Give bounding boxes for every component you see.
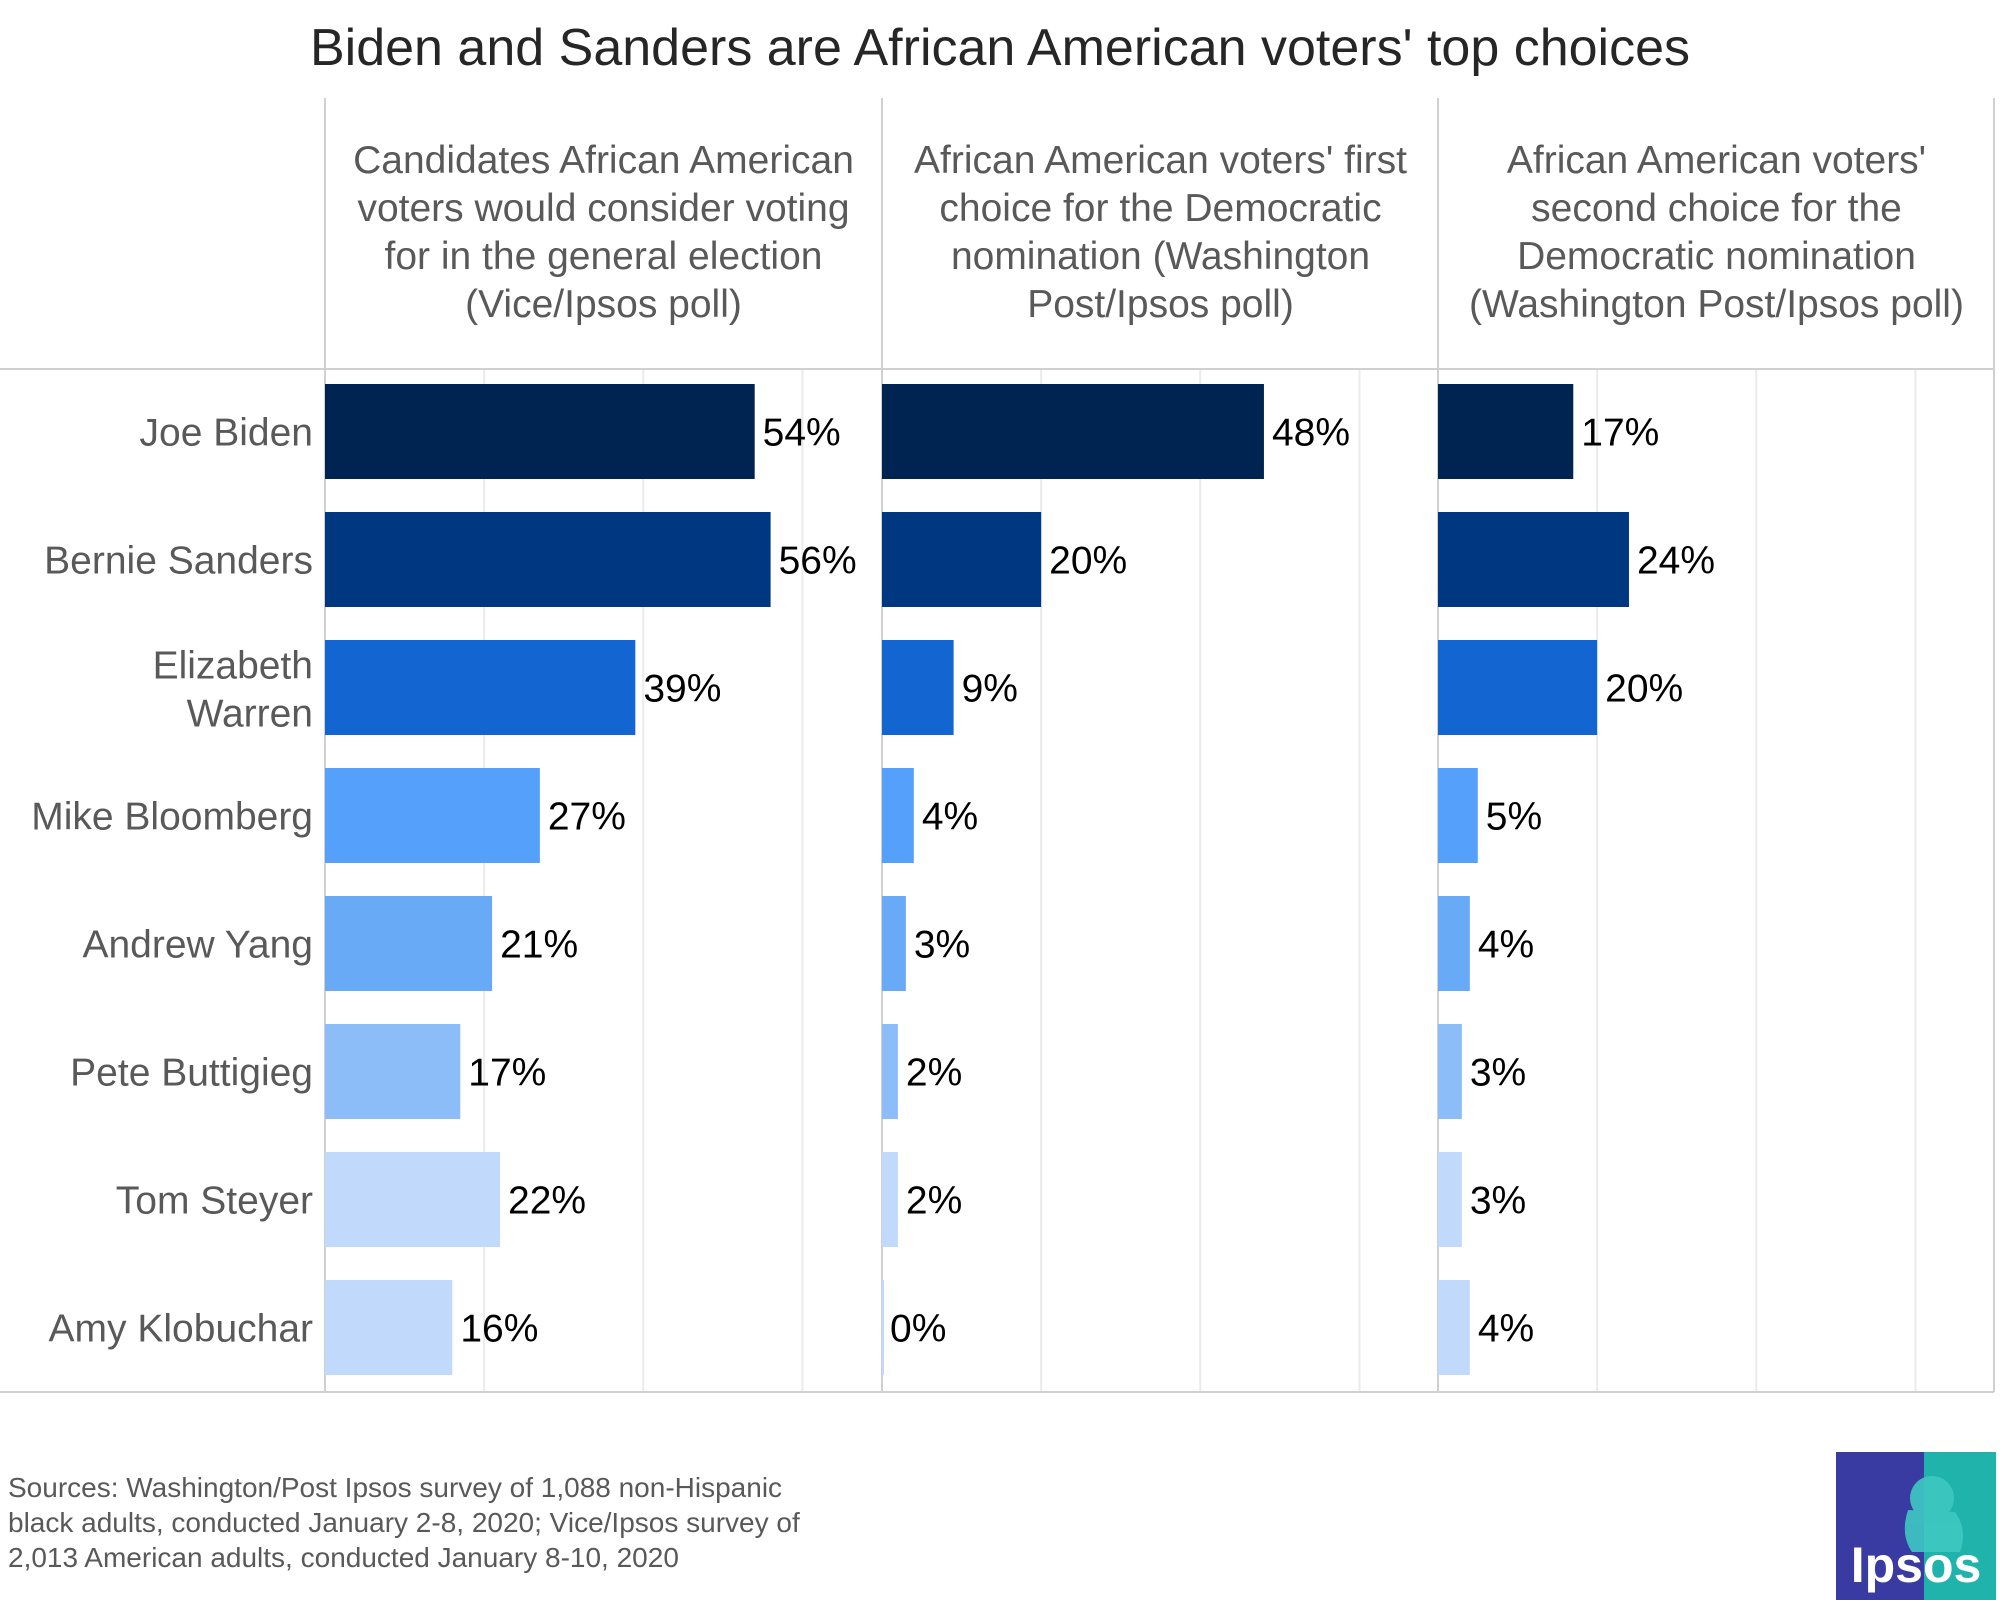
value-label: 3% [914,924,970,967]
panel-title-line: Democratic nomination [1517,235,1916,278]
panel-title-line: Candidates African American [353,139,854,182]
bar [325,896,493,991]
chart-title: Biden and Sanders are African American v… [310,19,1690,77]
panel-title-line: Post/Ipsos poll) [1027,283,1294,326]
source-line: 2,013 American adults, conducted January… [8,1542,679,1573]
category-label: Amy Klobuchar [49,1308,313,1351]
panel-title-line: voters would consider voting [357,187,849,230]
bar [325,1152,501,1247]
panel-title-line: for in the general election [385,235,823,278]
bar [882,384,1264,479]
category-label: Joe Biden [140,412,313,455]
bar [882,1024,898,1119]
value-label: 17% [468,1052,546,1095]
bar [1438,640,1598,735]
bar [882,640,954,735]
value-label: 20% [1605,668,1683,711]
bar [325,512,771,607]
bar [882,896,906,991]
panel-title-line: African American voters' first [914,139,1407,182]
bar [325,1280,453,1375]
bar [1438,896,1470,991]
bar [325,768,540,863]
source-line: Sources: Washington/Post Ipsos survey of… [8,1472,782,1503]
bar [882,1152,898,1247]
category-label: Elizabeth Warren [153,645,313,736]
category-label: Tom Steyer [116,1180,313,1223]
bars [325,384,1629,1375]
value-label: 39% [643,668,721,711]
value-label: 22% [508,1180,586,1223]
panel-title-line: second choice for the [1531,187,1902,230]
value-label: 27% [548,796,626,839]
panel-title-line: (Vice/Ipsos poll) [465,283,742,326]
bar [1438,512,1629,607]
panel-title-line: nomination (Washington [951,235,1370,278]
value-label: 5% [1486,796,1542,839]
value-label: 0% [890,1308,946,1351]
bar [882,512,1042,607]
value-label: 3% [1470,1052,1526,1095]
value-label: 56% [779,540,857,583]
logo-head-silhouette-icon [1904,1476,1964,1552]
bar [1438,1280,1470,1375]
category-label: Mike Bloomberg [31,796,313,839]
value-label: 20% [1049,540,1127,583]
logo-text: Ipsos [1851,1537,1982,1593]
bar [325,1024,461,1119]
bar [882,1280,884,1375]
value-label: 4% [1478,1308,1534,1351]
ipsos-logo: Ipsos [1836,1452,1996,1600]
bar [1438,1152,1462,1247]
value-label: 4% [1478,924,1534,967]
panel-title-line: (Washington Post/Ipsos poll) [1469,283,1964,326]
value-label: 21% [500,924,578,967]
grid-layer [0,98,1995,1393]
value-label: 17% [1581,412,1659,455]
value-label: 16% [460,1308,538,1351]
value-labels: 54% 56% 39% 27% 21% 17% 22% 16% 48% 20% 9% 4% 3% 2% 2%… [460,412,1715,1351]
source-note: Sources: Washington/Post Ipsos survey of… [8,1472,800,1573]
value-label: 4% [922,796,978,839]
value-label: 9% [962,668,1018,711]
bar [325,640,636,735]
source-line: black adults, conducted January 2-8, 202… [8,1507,800,1538]
value-label: 3% [1470,1180,1526,1223]
category-label: Pete Buttigieg [70,1052,313,1095]
bar [1438,1024,1462,1119]
value-label: 48% [1272,412,1350,455]
bar [1438,768,1478,863]
category-labels: Joe Biden Bernie Sanders Elizabeth Warren Mi… [31,412,313,1351]
category-label: Andrew Yang [82,924,313,967]
value-label: 54% [763,412,841,455]
value-label: 2% [906,1180,962,1223]
category-label: Bernie Sanders [44,540,313,583]
panel-title-line: African American voters' [1507,139,1926,182]
value-label: 2% [906,1052,962,1095]
bar [882,768,914,863]
panel-titles: Candidates African American voters would … [353,139,1964,326]
panel-title-line: choice for the Democratic [939,187,1381,230]
value-label: 24% [1637,540,1715,583]
bar [325,384,755,479]
bar [1438,384,1574,479]
